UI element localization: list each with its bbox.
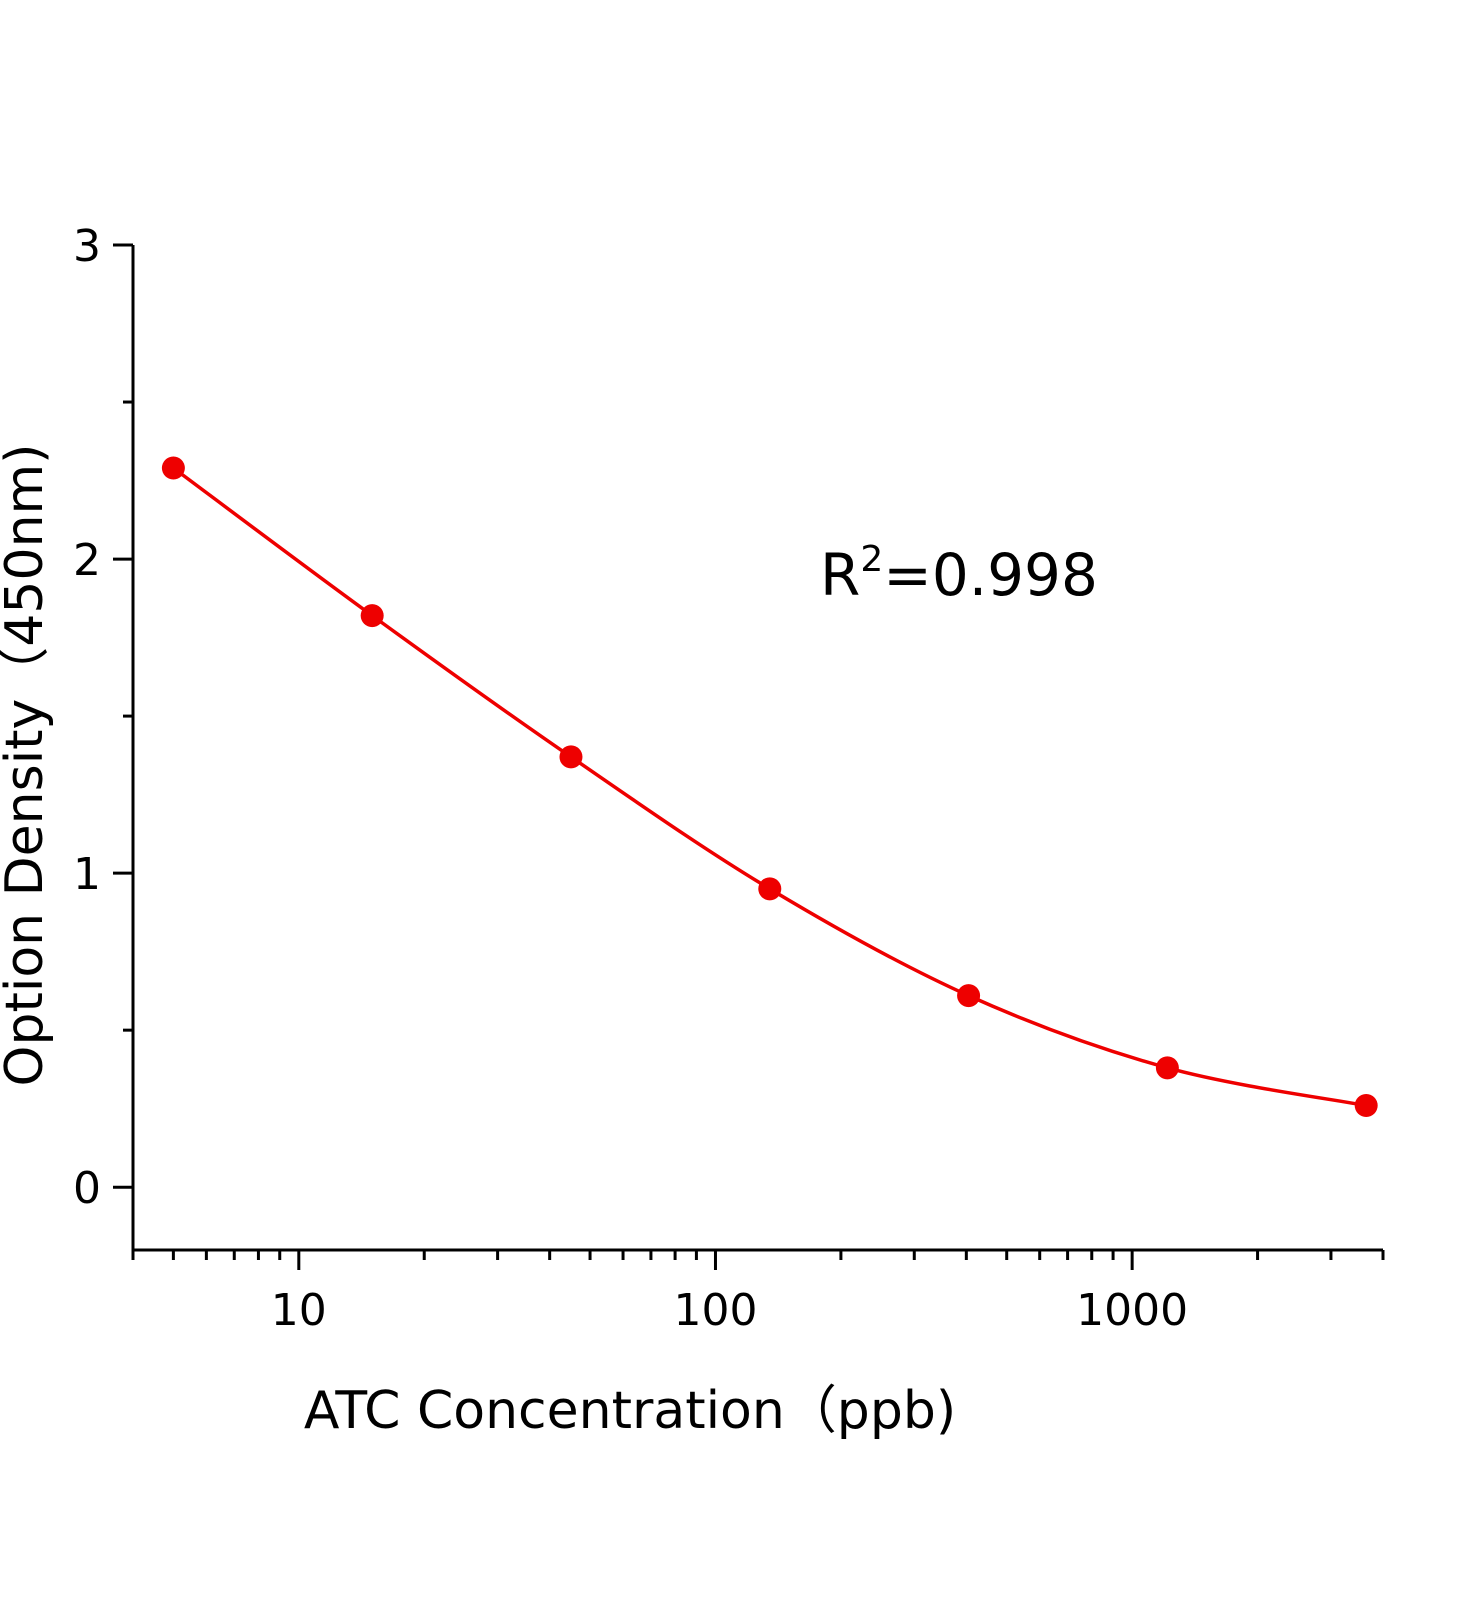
x-axis-title: ATC Concentration（ppb) [304, 1381, 956, 1441]
annotation-value: =0.998 [883, 541, 1098, 609]
ticks: 0 1 2 3 10 100 1000 [73, 221, 1385, 1336]
x-tick-label: 100 [673, 1285, 757, 1336]
y-axis-title: Option Density（450nm) [0, 444, 55, 1087]
y-tick-label: 3 [73, 221, 101, 272]
annotation-r-squared: R2=0.998 [820, 539, 1098, 609]
data-point [1155, 1056, 1179, 1080]
y-tick-label: 0 [73, 1163, 101, 1214]
data-point [360, 604, 384, 628]
data-point [758, 877, 782, 901]
fit-curve [172, 466, 1367, 1108]
y-tick-label: 1 [73, 849, 101, 900]
x-tick-label: 10 [271, 1285, 327, 1336]
series [161, 456, 1378, 1118]
axes [131, 245, 1383, 1252]
x-tick-label: 1000 [1076, 1285, 1188, 1336]
data-point [161, 456, 185, 480]
data-point [957, 984, 981, 1008]
data-point [559, 745, 583, 769]
data-point [1354, 1094, 1378, 1118]
annotation-r: R [820, 541, 860, 609]
y-tick-label: 2 [73, 535, 101, 586]
annotation-superscript: 2 [860, 539, 883, 580]
